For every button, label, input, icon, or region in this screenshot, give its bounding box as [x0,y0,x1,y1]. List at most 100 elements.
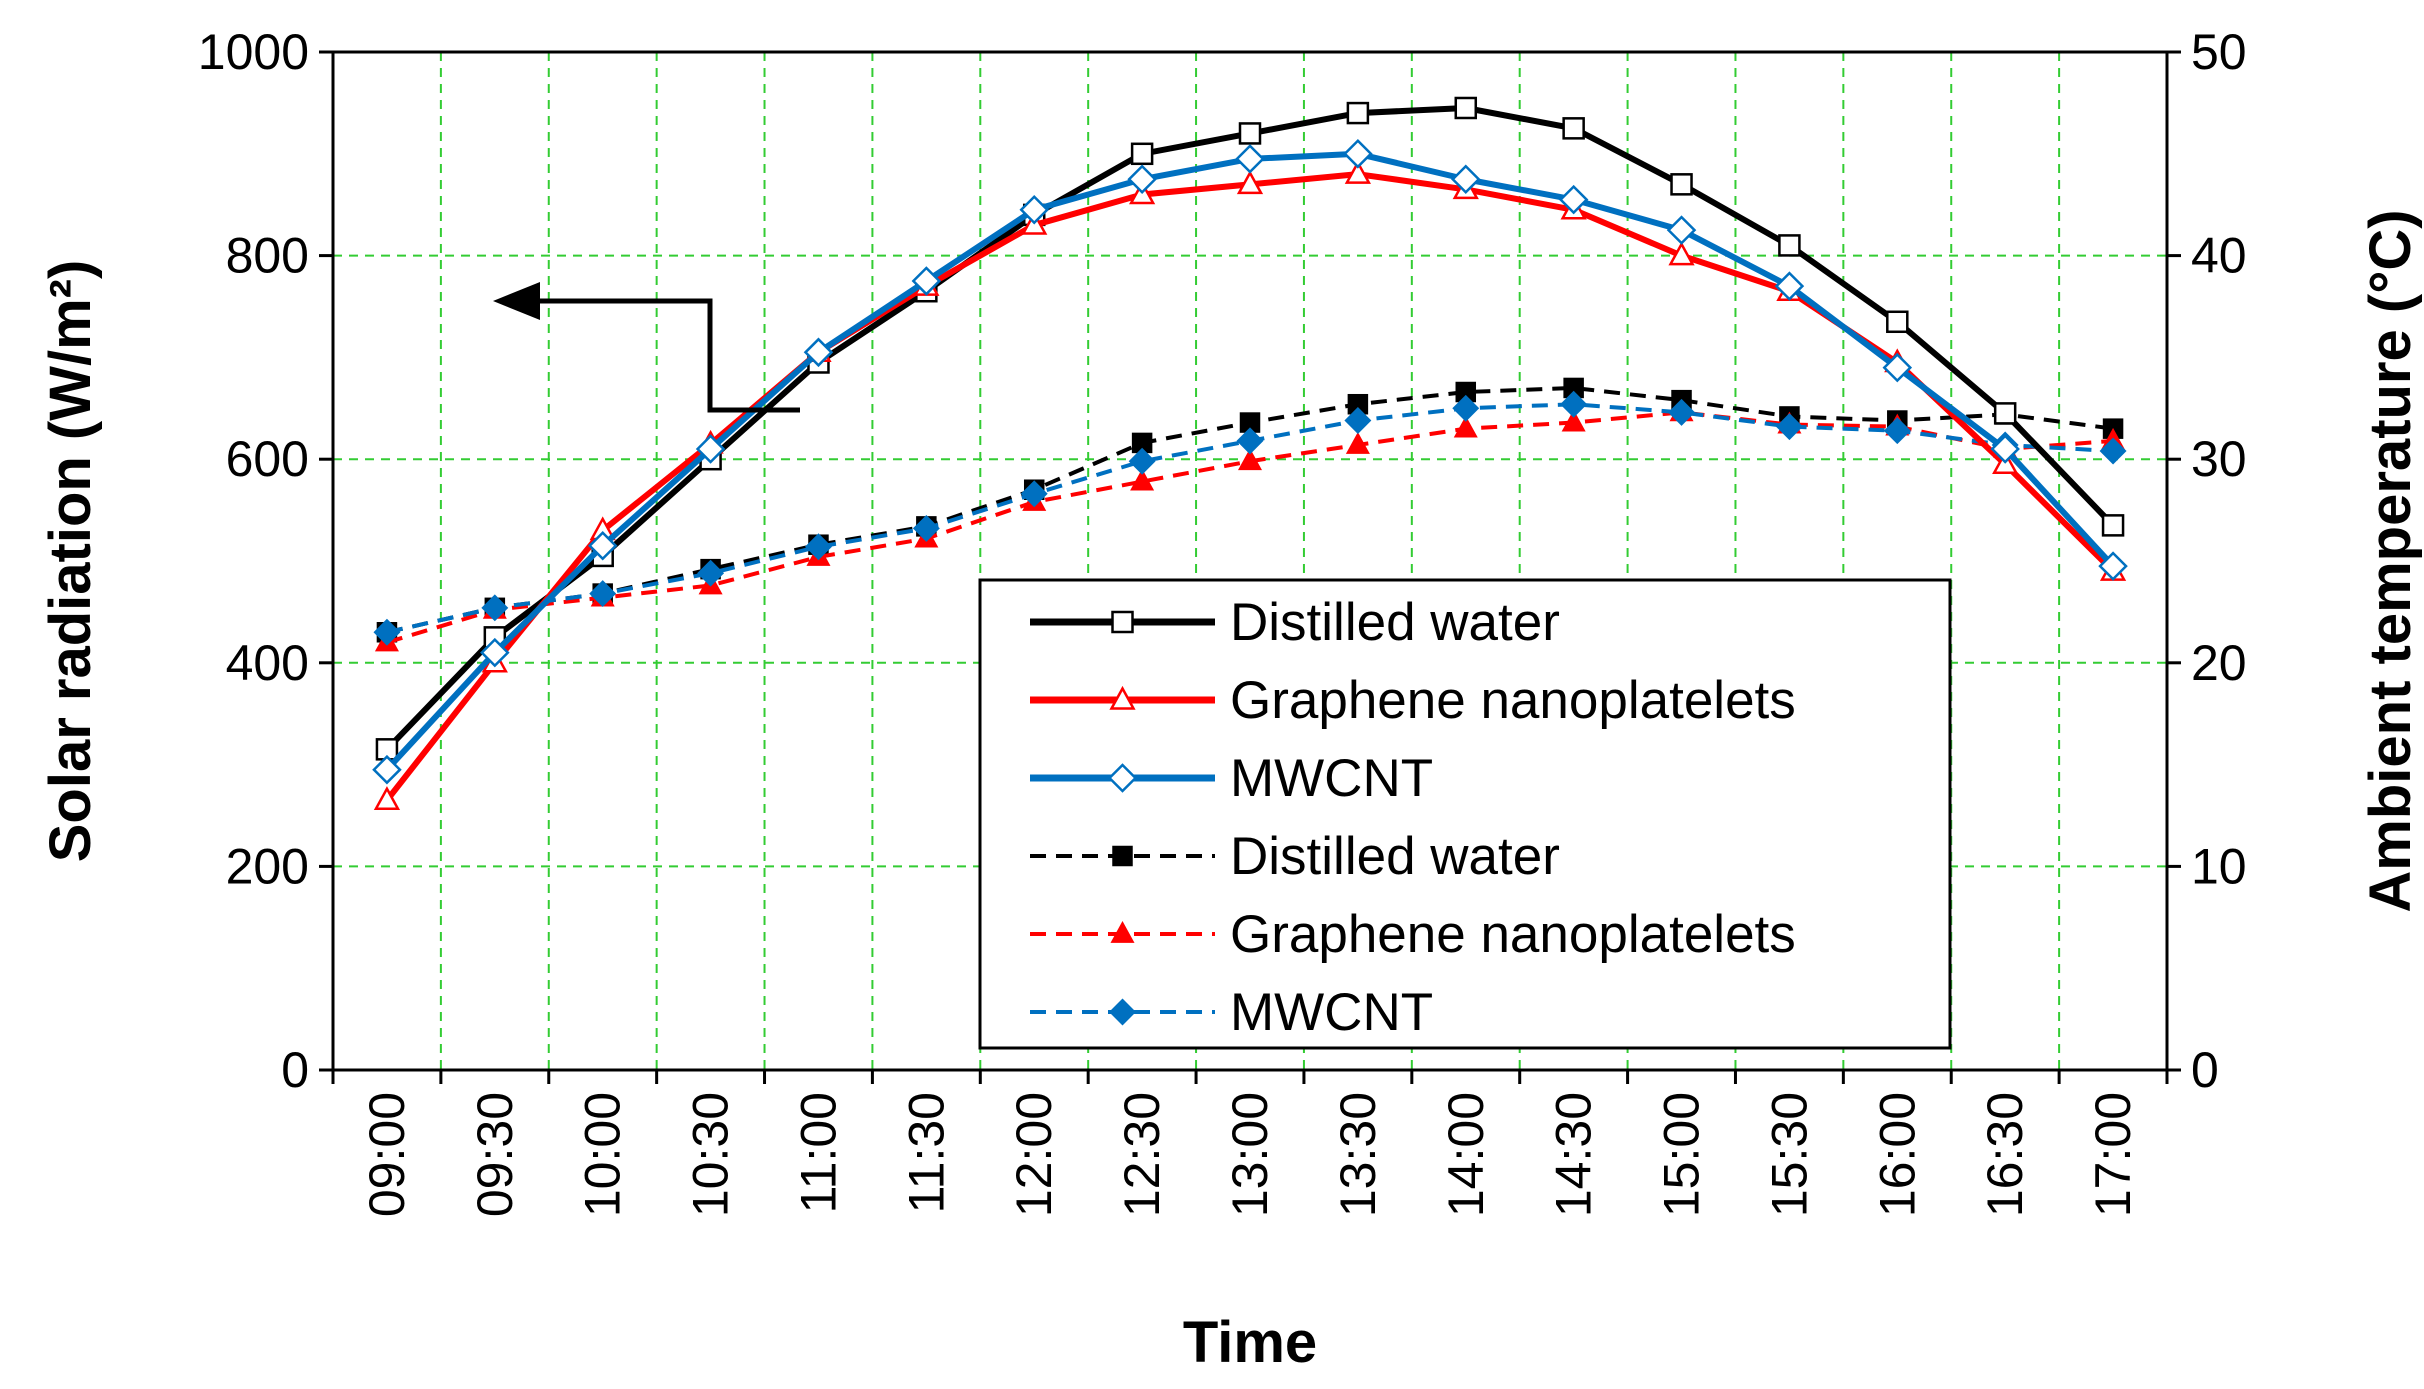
legend-entry: Distilled water [1030,593,1560,652]
series [372,96,2128,810]
data-point-marker [480,637,510,668]
y-right-tick-label: 30 [2191,431,2247,487]
data-point-marker [1236,427,1264,455]
data-point-marker [912,514,940,542]
left-axis-arrow [540,298,800,413]
x-tick-label: 16:30 [1977,1092,2033,1217]
y-left-tick-label: 400 [226,635,309,691]
legend-entry: Distilled water [1030,827,1560,886]
x-tick-label: 12:00 [1006,1092,1062,1217]
data-point-marker [1237,448,1263,471]
legend-label: Graphene nanoplatelets [1230,671,1796,730]
data-point-marker [1236,170,1264,195]
data-point-marker [1774,271,1805,301]
x-tick-label: 16:00 [1869,1092,1925,1217]
y-right-tick-label: 20 [2191,635,2247,691]
data-point-marker [1560,390,1588,418]
data-point-marker [1110,921,1135,943]
legend-label: Distilled water [1230,827,1560,886]
x-tick-label: 13:30 [1330,1092,1386,1217]
x-tick-label: 12:30 [1114,1092,1170,1217]
y-right-tick-label: 50 [2191,24,2247,80]
data-point-marker [587,530,618,561]
data-point-marker [1882,352,1913,383]
data-point-marker [1344,407,1372,434]
data-point-marker [697,559,725,587]
data-point-marker [805,533,832,561]
data-point-marker [373,618,401,646]
legend-box [978,578,1952,1050]
y-left-tick-label: 1000 [198,24,309,80]
data-point-marker [1668,398,1695,426]
data-point-marker [1775,413,1803,441]
legend-label: Distilled water [1230,593,1560,652]
y-left-tick-label: 800 [226,228,309,284]
x-tick-label: 10:30 [683,1092,739,1217]
x-tick-label: 13:00 [1222,1092,1278,1217]
data-point-marker [1666,215,1697,245]
data-point-marker [481,594,509,622]
data-point-marker [1345,432,1370,454]
x-tick-label: 14:30 [1546,1092,1602,1217]
x-tick-label: 11:00 [790,1092,846,1213]
annotation [493,282,800,413]
data-point-marker [1452,394,1480,422]
y-left-tick-label: 200 [226,838,309,894]
data-point-marker [1883,417,1911,445]
legend-entry: Graphene nanoplatelets [1030,905,1796,964]
data-point-marker [1130,142,1154,166]
data-point-marker [1109,998,1136,1026]
data-point-marker [1562,117,1585,140]
data-point-marker [1020,480,1048,508]
data-point-marker [1109,685,1136,710]
legend-entry: MWCNT [1030,983,1433,1042]
data-point-marker [1128,447,1156,475]
data-point-marker [1454,96,1478,120]
data-point-marker [1778,234,1801,257]
series-2 [372,139,2128,785]
legend: Distilled water Graphene nanoplatelets MWC… [978,578,1952,1050]
x-tick-label: 15:30 [1761,1092,1817,1217]
legend-entry: Graphene nanoplatelets [1030,671,1796,730]
data-point-marker [1238,122,1262,145]
data-point-marker [1668,241,1695,266]
y-left-tick-label: 0 [281,1042,309,1098]
y-axis-right-title: Ambient temperature (°C) [2358,209,2423,912]
data-point-marker [1453,415,1478,438]
data-point-marker [1993,402,2017,425]
data-point-marker [1130,468,1155,491]
y-right-tick-label: 0 [2191,1042,2219,1098]
data-point-marker [1990,434,2020,464]
data-point-marker [1561,409,1586,432]
data-point-marker [911,266,942,296]
data-point-marker [1343,139,1373,169]
x-tick-label: 11:30 [898,1092,954,1213]
x-tick-label: 14:00 [1438,1092,1494,1217]
data-point-marker [1670,173,1693,196]
data-point-marker [2101,514,2125,537]
y-axis-left-title: Solar radiation (W/m²) [38,260,103,863]
data-point-marker [1111,610,1134,634]
axes: 0 200 400 600 800 1000 0 10 20 30 40 50 09:00 09:30 10… [198,24,2247,1217]
data-point-marker [1450,164,1481,195]
y-right-tick-label: 40 [2191,228,2247,284]
data-point-marker [1886,310,1909,334]
y-left-tick-label: 600 [226,431,309,487]
x-axis-title: Time [1183,1310,1317,1375]
legend-label: MWCNT [1230,983,1433,1042]
data-point-marker [373,786,401,810]
y-right-tick-label: 10 [2191,838,2247,894]
data-point-marker [1112,845,1133,867]
x-tick-label: 09:00 [359,1092,415,1217]
data-point-marker [2099,437,2127,465]
legend-label: Graphene nanoplatelets [1230,905,1796,964]
data-point-marker [1558,184,1589,215]
data-point-marker [1127,164,1157,195]
x-tick-label: 09:30 [467,1092,523,1217]
data-point-marker [695,434,726,464]
data-point-marker [1346,101,1370,125]
legend-label: MWCNT [1230,749,1433,808]
x-tick-label: 15:00 [1654,1092,1710,1217]
data-point-marker [803,337,834,368]
